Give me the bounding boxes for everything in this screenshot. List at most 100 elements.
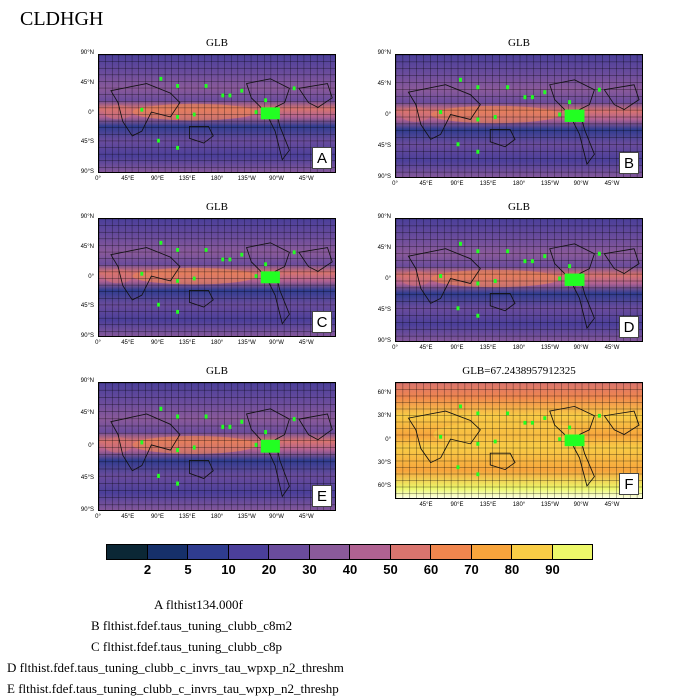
page-title: CLDHGH xyxy=(20,8,104,30)
lat-tick-label: 90°N xyxy=(80,214,94,220)
colorbar-level-label: 70 xyxy=(464,562,479,577)
lon-tick-label: 135°E xyxy=(179,176,196,182)
colorbar-swatch xyxy=(187,544,229,560)
lon-tick-label: 90°W xyxy=(269,340,284,346)
colorbar-swatch xyxy=(470,544,512,560)
lon-tick-label: 135°W xyxy=(540,345,560,351)
lat-tick-label: 45°S xyxy=(377,143,391,149)
lon-tick-label: 135°W xyxy=(540,181,560,187)
lon-tick-label: 90°E xyxy=(150,176,165,182)
lon-tick-label: 45°E xyxy=(419,345,433,351)
legend-line-b: B flthist.fdef.taus_tuning_clubb_c8m2 xyxy=(91,618,293,633)
panel-letter: A xyxy=(312,147,332,169)
lon-tick-label: 0° xyxy=(392,345,398,351)
colorbar-level-label: 80 xyxy=(504,562,520,577)
lon-tick-label: 90°W xyxy=(573,181,589,187)
lat-tick-label: 90°N xyxy=(377,214,391,220)
lon-tick-label: 45°W xyxy=(298,176,314,182)
lon-tick-label: 180° xyxy=(210,514,224,520)
lon-tick-label: 45°W xyxy=(604,502,620,508)
lon-tick-label: 45°E xyxy=(121,176,135,182)
lon-tick-label: 135°W xyxy=(237,176,256,182)
lon-tick-label: 90°E xyxy=(150,514,165,520)
lon-tick-label: 180° xyxy=(512,345,526,351)
colorbar-level-label: 2 xyxy=(143,562,152,577)
lon-tick-label: 180° xyxy=(210,176,224,182)
colorbar-level-label: 30 xyxy=(302,562,317,577)
lat-tick-label: 90°N xyxy=(80,50,94,56)
lon-tick-label: 90°W xyxy=(269,514,284,520)
lat-tick-label: 60°S xyxy=(377,483,391,490)
lon-tick-label: 90°W xyxy=(573,502,589,508)
colorbar-swatch xyxy=(389,544,431,560)
lat-tick-label: 90°N xyxy=(377,50,391,56)
colorbar-swatch xyxy=(146,544,188,560)
panel-title: GLB xyxy=(206,37,228,49)
map-field: D xyxy=(395,218,643,342)
lon-tick-label: 0° xyxy=(95,514,101,520)
panel-title: GLB xyxy=(206,365,228,377)
colorbar-level-label: 10 xyxy=(221,562,236,577)
lat-tick-label: 45°S xyxy=(80,139,94,146)
lon-tick-label: 45°W xyxy=(298,514,314,520)
colorbar-level-label: 60 xyxy=(423,562,439,577)
lon-tick-label: 135°E xyxy=(479,502,497,508)
panel-c: GLB C 90°N 45°N 0° 45°S 90°S 0° 45°E 90°E 135°E 180… xyxy=(81,201,336,346)
lon-tick-label: 45°W xyxy=(604,181,620,187)
colorbar-swatch xyxy=(430,544,472,560)
panel-b: GLB B 90°N 45°N 0° 45°S 90°S 0° 45°E 90°E 135°E 180… xyxy=(378,37,643,187)
lat-tick-label: 45°N xyxy=(377,81,391,87)
panel-e: GLB E 90°N 45°N 0° 45°S 90°S 0° 45°E 90°E 135°E 180… xyxy=(81,365,336,520)
lon-tick-label: 45°E xyxy=(121,514,135,520)
colorbar-swatch xyxy=(268,544,310,560)
panel-letter: B xyxy=(619,152,639,174)
map-field: C xyxy=(98,218,336,337)
panel-title: GLB xyxy=(508,37,530,49)
panel-letter: E xyxy=(312,485,332,507)
map-field: B xyxy=(395,54,643,178)
lon-tick-label: 0° xyxy=(392,181,398,187)
lat-tick-label: 30°S xyxy=(377,459,391,466)
lon-tick-label: 90°W xyxy=(573,345,589,351)
colorbar-swatch xyxy=(511,544,553,560)
panel-title: GLB xyxy=(206,201,228,213)
map-field: A xyxy=(98,54,336,173)
lon-tick-label: 135°E xyxy=(479,181,497,187)
lon-tick-label: 45°E xyxy=(419,181,433,187)
lon-tick-label: 45°E xyxy=(419,502,433,508)
colorbar-level-label: 40 xyxy=(342,562,358,577)
lat-tick-label: 45°N xyxy=(377,245,391,251)
lon-tick-label: 135°W xyxy=(237,340,256,346)
panel-letter: D xyxy=(619,316,639,338)
colorbar-level-label: 50 xyxy=(383,562,398,577)
panel-letter: F xyxy=(619,473,639,495)
map-field: F xyxy=(395,382,643,499)
legend-line-e: E flthist.fdef.taus_tuning_clubb_c_invrs… xyxy=(7,681,339,696)
lon-tick-label: 180° xyxy=(210,340,224,346)
lat-tick-label: 90°S xyxy=(80,169,94,175)
lat-tick-label: 60°N xyxy=(377,389,391,396)
lon-tick-label: 135°W xyxy=(540,502,560,508)
panel-a: GLB A 90°N 45°N 0° 45°S 90°S 0° 45°E 90°E 135°E 180… xyxy=(81,37,336,182)
lon-tick-label: 45°W xyxy=(298,340,314,346)
panel-d: GLB D 90°N 45°N 0° 45°S 90°S 0° 45°E 90°E 135°E 180… xyxy=(378,201,643,351)
lon-tick-label: 90°E xyxy=(450,181,464,187)
panel-letter: C xyxy=(312,311,332,333)
colorbar-swatch xyxy=(551,544,593,560)
lon-tick-label: 135°E xyxy=(179,514,196,520)
legend-line-c: C flthist.fdef.taus_tuning_clubb_c8p xyxy=(91,639,283,654)
lon-tick-label: 90°W xyxy=(269,176,284,182)
colorbar xyxy=(106,544,593,560)
lat-tick-label: 90°S xyxy=(80,507,94,513)
legend-line-d: D flthist.fdef.taus_tuning_clubb_c_invrs… xyxy=(7,660,344,675)
colorbar-level-label: 90 xyxy=(545,562,560,577)
lon-tick-label: 180° xyxy=(512,502,526,508)
lon-tick-label: 135°E xyxy=(179,340,196,346)
colorbar-level-label: 20 xyxy=(261,562,277,577)
lat-tick-label: 30°N xyxy=(377,413,391,420)
lat-tick-label: 45°N xyxy=(80,410,94,417)
map-field: E xyxy=(98,382,336,511)
lon-tick-label: 45°W xyxy=(604,345,620,351)
lat-tick-label: 0° xyxy=(88,442,94,449)
lon-tick-label: 90°E xyxy=(150,340,165,346)
